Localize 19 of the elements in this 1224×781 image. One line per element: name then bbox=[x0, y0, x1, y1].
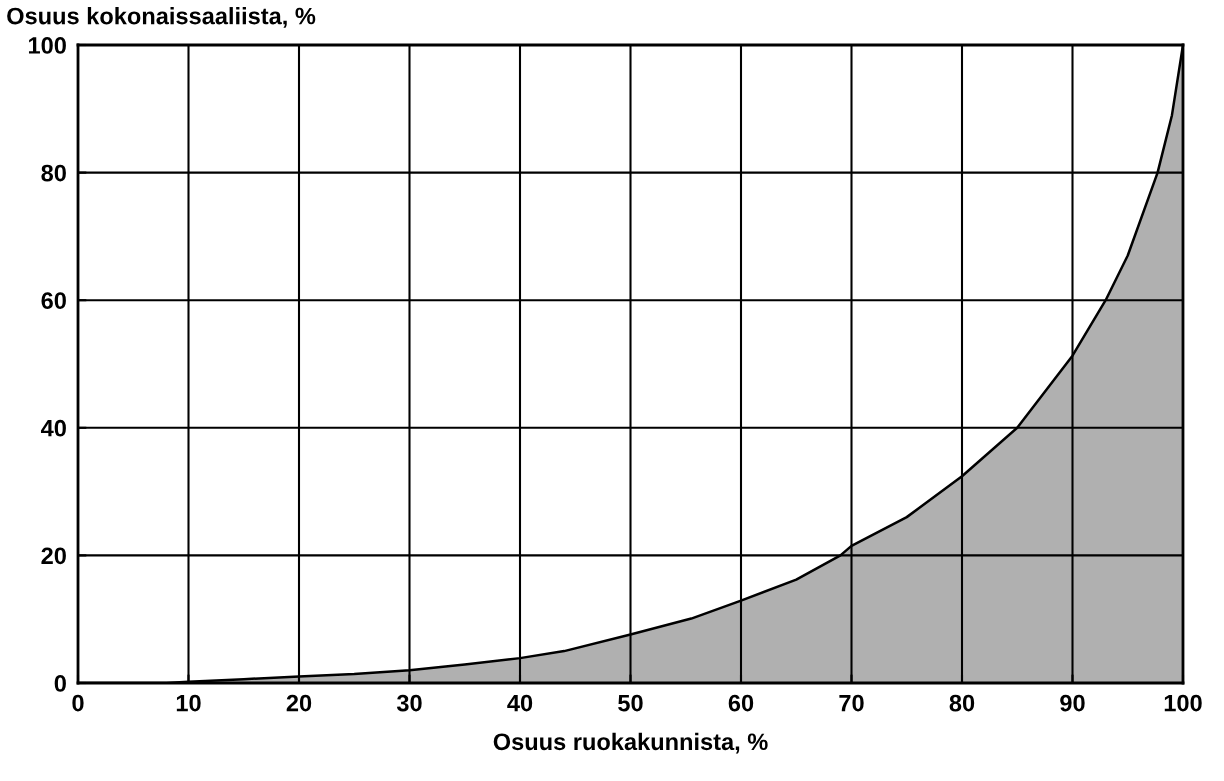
y-tick-label: 40 bbox=[40, 419, 66, 437]
x-tick-label: 10 bbox=[176, 694, 201, 712]
y-tick-label: 60 bbox=[41, 292, 66, 309]
x-tick-label: 70 bbox=[839, 694, 864, 712]
x-tick-label: 0 bbox=[72, 694, 84, 712]
x-tick-label: 30 bbox=[396, 694, 422, 712]
x-tick-label: 100 bbox=[1164, 694, 1202, 712]
x-tick-label: 90 bbox=[1060, 694, 1085, 712]
y-axis-title: Osuus kokonaissaaliista, % bbox=[7, 7, 316, 28]
x-tick-label: 80 bbox=[949, 694, 975, 712]
y-tick-label: 20 bbox=[41, 547, 66, 565]
x-tick-label: 60 bbox=[728, 694, 754, 712]
y-tick-label: 80 bbox=[41, 164, 66, 182]
y-tick-label: 100 bbox=[28, 37, 66, 54]
x-tick-label: 20 bbox=[286, 694, 312, 712]
x-tick-label: 40 bbox=[507, 694, 533, 712]
x-tick-label: 50 bbox=[618, 694, 643, 712]
y-tick-label: 0 bbox=[54, 675, 66, 692]
x-axis-title: Osuus ruokakunnista, % bbox=[493, 732, 768, 754]
